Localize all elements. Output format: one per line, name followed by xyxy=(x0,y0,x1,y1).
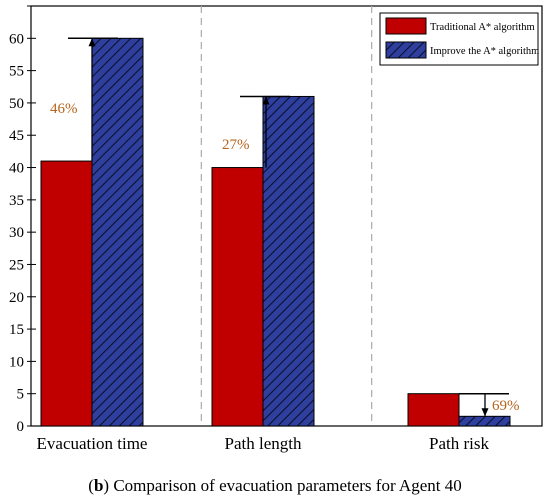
caption-label: b xyxy=(94,476,103,495)
y-tick-label: 40 xyxy=(9,161,24,177)
y-tick-label: 5 xyxy=(17,387,25,403)
annotation-percent: 46% xyxy=(50,101,78,117)
bar-traditional xyxy=(211,167,264,427)
bar-improved xyxy=(262,95,315,427)
caption-text: Comparison of evacuation parameters for … xyxy=(109,476,462,495)
figure-caption: (b) Comparison of evacuation parameters … xyxy=(88,476,461,495)
y-tick-label: 45 xyxy=(9,128,24,144)
annotation-percent: 69% xyxy=(492,398,520,414)
y-tick-label: 55 xyxy=(9,64,24,80)
bar-traditional xyxy=(40,160,93,427)
legend-label: Traditional A* algorithm xyxy=(430,22,535,33)
x-tick-label: Evacuation time xyxy=(37,434,148,453)
x-tick-label: Path risk xyxy=(429,434,489,453)
annotation-percent: 27% xyxy=(222,137,250,153)
y-tick-label: 20 xyxy=(9,290,24,306)
legend-label: Improve the A* algorithm xyxy=(430,46,539,57)
y-tick-label: 60 xyxy=(9,31,24,47)
legend-swatch xyxy=(385,17,427,35)
bar-improved xyxy=(458,415,511,427)
plot-area: 0 5 10 15 20 25 30 35 40 45 50 55 60 Evacuation time P… xyxy=(9,5,543,453)
bar-traditional xyxy=(407,393,460,427)
y-tick-label: 35 xyxy=(9,193,24,209)
x-tick-label: Path length xyxy=(225,434,302,453)
annotation-arrowhead xyxy=(88,38,96,47)
legend-swatch xyxy=(385,41,427,59)
y-tick-label: 15 xyxy=(9,322,24,338)
y-tick-label: 25 xyxy=(9,257,24,273)
annotation-arrowhead xyxy=(262,96,270,105)
legend: Traditional A* algorithm Improve the A* a… xyxy=(379,12,539,66)
y-tick-label: 0 xyxy=(17,419,25,435)
y-tick-label: 10 xyxy=(9,354,24,370)
y-tick-label: 50 xyxy=(9,96,24,112)
bar-improved xyxy=(91,37,144,427)
annotation-arrowhead xyxy=(481,408,489,417)
y-tick-label: 30 xyxy=(9,225,24,241)
